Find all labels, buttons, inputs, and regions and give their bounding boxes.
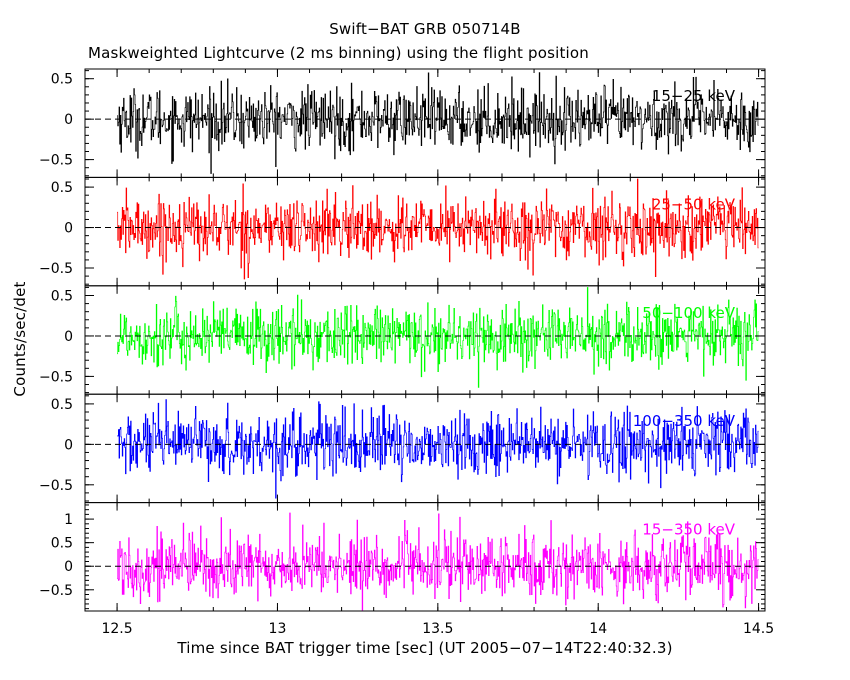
- lightcurve-trace-3: [117, 287, 759, 388]
- x-tick-label: 13.5: [422, 621, 453, 637]
- y-tick-label: −0.5: [39, 369, 73, 385]
- panel-legend-label-3: 50−100 keV: [642, 304, 735, 322]
- lightcurve-trace-4: [117, 399, 759, 499]
- y-tick-label: 0.5: [51, 72, 73, 88]
- y-tick-label: 1: [64, 512, 73, 528]
- y-tick-label: 0: [64, 329, 73, 345]
- panel-frame-5: [84, 502, 766, 612]
- chart-subtitle: Maskweighted Lightcurve (2 ms binning) u…: [88, 44, 590, 62]
- x-axis-label: Time since BAT trigger time [sec] (UT 20…: [177, 639, 673, 657]
- y-tick-label: −0.5: [39, 583, 73, 599]
- lightcurve-trace-5: [117, 512, 759, 611]
- panel-legend-label-2: 25−50 keV: [652, 195, 736, 213]
- panel-4: −0.5 0 0.5 100−350 keV: [39, 393, 766, 504]
- y-tick-label: 0: [64, 221, 73, 237]
- y-axis-label: Counts/sec/det: [11, 281, 29, 397]
- panel-legend-label-5: 15−350 keV: [642, 521, 735, 539]
- y-tick-label: −0.5: [39, 478, 73, 494]
- panel-3: −0.5 0 0.5 50−100 keV: [39, 285, 766, 395]
- x-tick-label: 14.5: [743, 621, 774, 637]
- panel-2: −0.5 0 0.5 25−50 keV: [39, 176, 766, 287]
- y-tick-label: −0.5: [39, 261, 73, 277]
- panel-frame-4: [84, 393, 766, 504]
- y-tick-label: 0.5: [51, 397, 73, 413]
- panel-5: −0.5 0 0.5 1 15−350 keV: [39, 502, 766, 612]
- y-tick-label: 0.5: [51, 536, 73, 552]
- lightcurve-trace-1: [117, 72, 759, 174]
- x-tick-label: 13: [269, 621, 287, 637]
- x-tick-label: 14: [589, 621, 607, 637]
- y-tick-label: 0: [64, 112, 73, 128]
- y-tick-label: 0: [64, 559, 73, 575]
- lightcurve-trace-2: [117, 178, 759, 280]
- y-tick-label: 0: [64, 437, 73, 453]
- panel-1: −0.5 0 0.5 15−25 keV: [39, 68, 766, 178]
- panel-legend-label-1: 15−25 keV: [652, 87, 736, 105]
- x-tick-label: 12.5: [101, 621, 132, 637]
- y-tick-label: −0.5: [39, 153, 73, 169]
- y-tick-label: 0.5: [51, 180, 73, 196]
- y-tick-label: 0.5: [51, 289, 73, 305]
- chart-title: Swift−BAT GRB 050714B: [329, 20, 521, 38]
- panel-legend-label-4: 100−350 keV: [633, 412, 736, 430]
